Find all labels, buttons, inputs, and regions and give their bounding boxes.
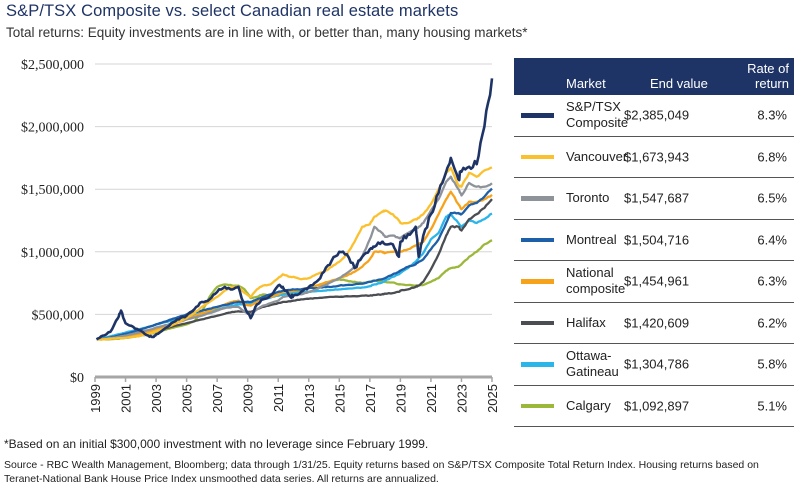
legend-row: S&P/TSX Composite $2,385,049 8.3% [514,95,794,137]
series-line-s-p-tsx-composite [95,78,494,341]
source-line-1: Source - RBC Wealth Management, Bloomber… [4,459,759,471]
y-tick-label: $2,000,000 [21,121,84,136]
series-lines [95,78,494,341]
legend-row: Vancouver $1,673,943 6.8% [514,137,794,178]
legend-market-name: Ottawa-Gatineau [566,348,619,380]
legend-rate-of-return: 6.2% [757,315,787,331]
x-tick-label: 2011 [271,384,286,412]
legend-swatch [521,154,554,159]
x-tick-label: 2005 [180,384,195,413]
legend-header: Market End value Rate of return [514,58,794,95]
legend-rows: S&P/TSX Composite $2,385,049 8.3% Vancouver… [514,95,794,427]
legend-market-name: National composite [566,265,626,297]
x-tick-label: 1999 [88,384,103,413]
legend-row: National composite $1,454,961 6.3% [514,261,794,303]
legend-rate-of-return: 5.1% [757,398,787,414]
legend-market-name: Toronto [566,190,610,206]
y-tick-label: $0 [70,371,84,386]
header-end-value: End value [650,76,708,91]
legend-market-name: S&P/TSX Composite [566,99,629,131]
chart-subtitle: Total returns: Equity investments are in… [6,25,528,40]
y-tick-label: $500,000 [32,308,85,323]
x-tick-label: 2015 [332,384,347,413]
legend-rate-of-return: 8.3% [757,107,787,123]
x-tick-label: 2025 [485,384,500,413]
chart-title: S&P/TSX Composite vs. select Canadian re… [6,2,459,20]
legend-end-value: $1,547,687 [624,190,690,206]
legend-market-name: Calgary [566,397,611,413]
x-tick-label: 2003 [149,384,164,413]
series-line-montreal [96,187,493,341]
legend-end-value: $1,454,961 [624,273,690,289]
x-tick-label: 2013 [302,384,317,413]
legend-rate-of-return: 6.4% [757,232,787,248]
legend-swatch [521,403,554,408]
legend-rate-of-return: 6.3% [757,273,787,289]
legend-swatch [521,113,554,118]
series-line-halifax [96,198,493,341]
legend-end-value: $1,304,786 [624,356,690,372]
legend-market-name: Vancouver [566,148,628,164]
x-tick-label: 2017 [363,384,378,413]
y-tick-label: $1,000,000 [21,246,84,261]
legend-rate-of-return: 6.8% [757,149,787,165]
x-tick-label: 2019 [393,384,408,413]
legend-row: Ottawa-Gatineau $1,304,786 5.8% [514,344,794,386]
legend-end-value: $1,673,943 [624,149,690,165]
x-tick-label: 2023 [454,384,469,413]
legend-table: Market End value Rate of return S&P/TSX … [514,58,794,427]
legend-end-value: $1,092,897 [624,398,690,414]
legend-swatch [521,279,554,284]
y-tick-label: $1,500,000 [21,183,84,198]
legend-row: Calgary $1,092,897 5.1% [514,386,794,427]
legend-row: Toronto $1,547,687 6.5% [514,178,794,220]
x-axis: 1999 2001 2003 2005 2007 2009 2011 2013 2015 2017… [88,375,500,413]
legend-end-value: $1,420,609 [624,315,690,331]
header-rate-of-return: Rate of return [747,61,789,91]
legend-swatch [521,362,554,367]
footnote: *Based on an initial $300,000 investment… [4,437,429,451]
legend-row: Halifax $1,420,609 6.2% [514,303,794,344]
series-line-vancouver [96,166,493,341]
legend-market-name: Halifax [566,314,606,330]
x-tick-label: 2007 [210,384,225,413]
gridlines [95,63,492,315]
legend-end-value: $2,385,049 [624,107,690,123]
source-line-2: Teranet-National Bank House Price Index … [4,473,439,485]
legend-end-value: $1,504,716 [624,232,690,248]
line-chart: $0 $500,000 $1,000,000 $1,500,000 $2,000,000… [21,58,500,413]
x-tick-label: 2009 [241,384,256,413]
legend-market-name: Montreal [566,231,617,247]
x-tick-label: 2021 [424,384,439,413]
header-market: Market [566,76,606,91]
legend-rate-of-return: 5.8% [757,356,787,372]
y-tick-label: $2,500,000 [21,58,84,73]
source-note: Source - RBC Wealth Management, Bloomber… [4,458,794,486]
legend-row: Montreal $1,504,716 6.4% [514,220,794,261]
legend-rate-of-return: 6.5% [757,190,787,206]
y-axis-ticks: $0 $500,000 $1,000,000 $1,500,000 $2,000,000… [21,58,84,386]
x-tick-label: 2001 [119,384,134,413]
legend-swatch [521,237,554,242]
legend-swatch [521,196,554,201]
legend-swatch [521,320,554,325]
